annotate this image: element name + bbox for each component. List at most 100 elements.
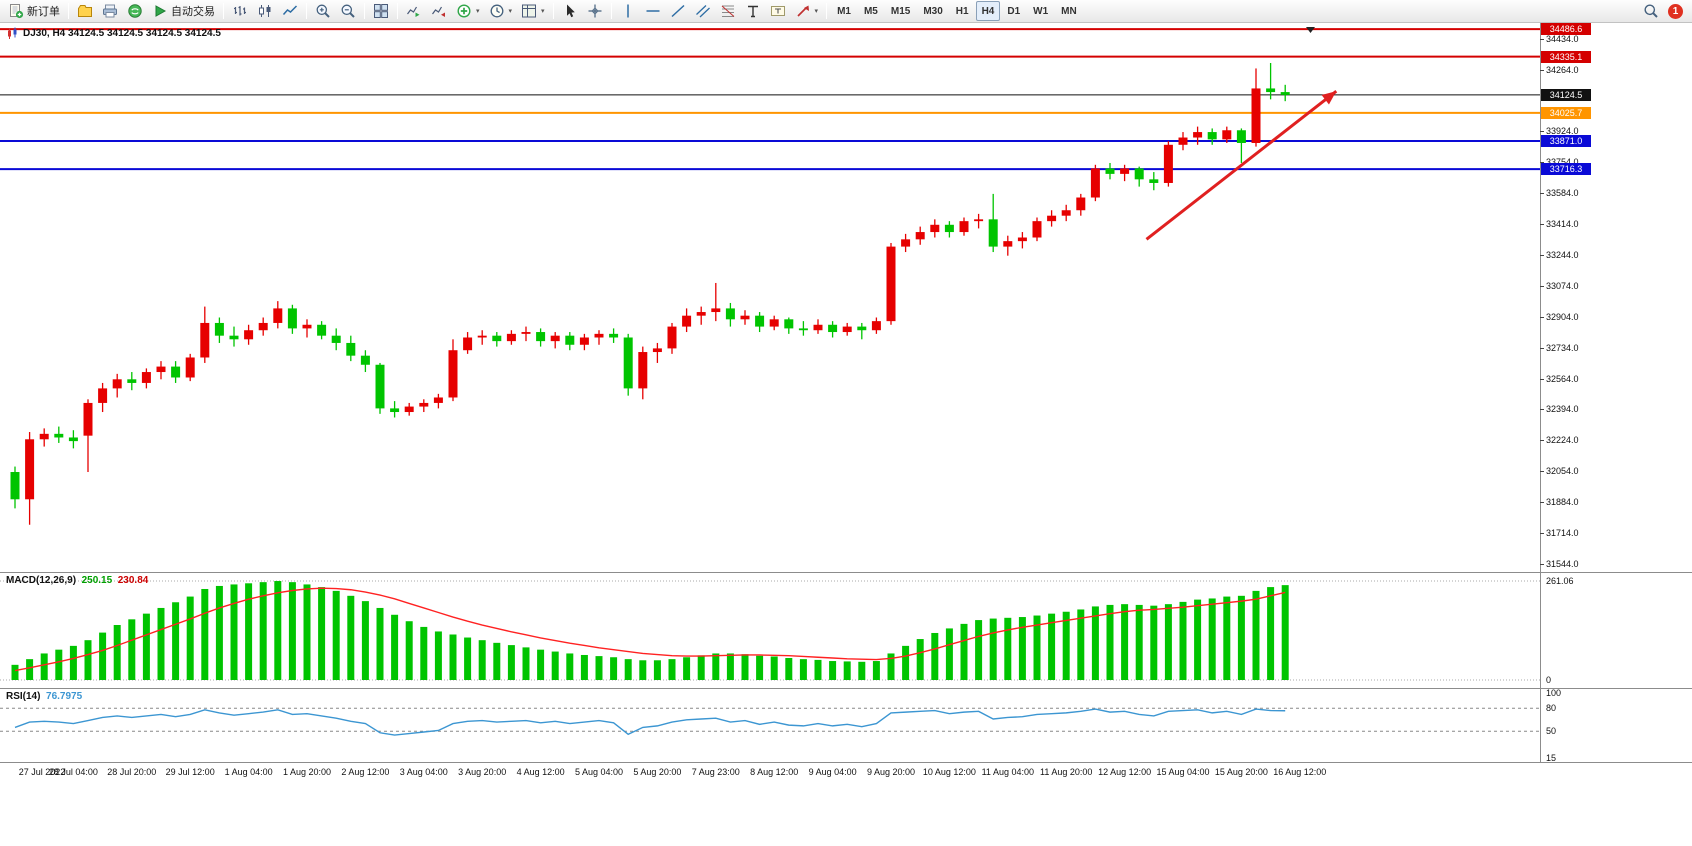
- trendline-button[interactable]: [666, 1, 690, 21]
- macd-bar: [464, 637, 472, 680]
- crosshair-button[interactable]: [583, 1, 607, 21]
- macd-bar: [259, 582, 267, 680]
- axis-tick-mark: [1540, 69, 1544, 71]
- zoom-in-icon: [316, 4, 330, 18]
- macd-bar: [274, 581, 282, 680]
- macd-indicator-canvas[interactable]: [0, 573, 1692, 688]
- zoom-out-button[interactable]: [336, 1, 360, 21]
- candle: [1178, 132, 1188, 151]
- tile-windows-button[interactable]: [369, 1, 393, 21]
- line-chart-button[interactable]: [278, 1, 302, 21]
- time-axis-label: 15 Aug 04:00: [1156, 767, 1210, 777]
- zoom-in-button[interactable]: [311, 1, 335, 21]
- candle: [550, 332, 560, 349]
- periods-button[interactable]: ▾: [485, 1, 517, 21]
- axis-tick-mark: [1540, 440, 1544, 442]
- candle: [725, 302, 735, 327]
- candle: [828, 321, 838, 338]
- candle: [1032, 217, 1042, 242]
- time-axis[interactable]: 27 Jul 2022 28 Jul 04:00 28 Jul 20:00 29 Ju…: [0, 762, 1692, 782]
- timeframe-button-W1[interactable]: W1: [1033, 5, 1049, 17]
- candle: [1280, 84, 1290, 102]
- chart-shift-button[interactable]: [427, 1, 451, 21]
- trend-arrow[interactable]: [1145, 89, 1338, 241]
- templates-button[interactable]: ▾: [517, 1, 549, 21]
- price-axis-tick: 34434.0: [1546, 33, 1579, 44]
- dropdown-caret-icon: ▾: [814, 8, 819, 15]
- vertical-line-button[interactable]: [616, 1, 640, 21]
- search-button[interactable]: [1639, 1, 1663, 21]
- horizontal-line-button[interactable]: [641, 1, 665, 21]
- timeframe-button-M15[interactable]: M15: [890, 5, 911, 17]
- rsi-indicator-canvas[interactable]: [0, 689, 1692, 762]
- price-axis-tick: 32564.0: [1546, 373, 1579, 384]
- main-toolbar: 新订单 自动交易 ▾ ▾ ▾ ▾ M1 M5 M15 M30 H1 H4 D1 W1 MN 1: [0, 0, 1692, 23]
- macd-bar: [902, 645, 910, 680]
- candle: [594, 330, 604, 345]
- candle: [360, 350, 370, 373]
- auto-scroll-button[interactable]: [402, 1, 426, 21]
- timeframe-button-M5[interactable]: M5: [863, 5, 878, 17]
- macd-signal-line: [14, 587, 1286, 672]
- candlestick-button[interactable]: [253, 1, 277, 21]
- macd-bar: [799, 659, 807, 680]
- macd-bar: [449, 634, 457, 680]
- candle: [1090, 164, 1100, 202]
- pane-separator[interactable]: [0, 688, 1692, 689]
- candle: [127, 372, 137, 391]
- macd-bar: [1135, 604, 1143, 680]
- timeframe-button-MN[interactable]: MN: [1061, 5, 1077, 17]
- pane-separator[interactable]: [0, 572, 1692, 573]
- candle: [68, 430, 78, 449]
- candle: [244, 324, 254, 345]
- community-button[interactable]: [123, 1, 147, 21]
- macd-axis-min: 0: [1546, 675, 1552, 685]
- macd-bar: [1106, 604, 1114, 680]
- equidistant-channel-button[interactable]: [691, 1, 715, 21]
- candle: [1134, 166, 1144, 187]
- macd-bar: [522, 647, 530, 680]
- macd-bar: [434, 631, 442, 680]
- axis-tick-mark: [1540, 254, 1544, 256]
- bar-chart-button[interactable]: [228, 1, 252, 21]
- text-button[interactable]: [741, 1, 765, 21]
- price-axis-tick: 32224.0: [1546, 435, 1579, 446]
- candle: [1193, 126, 1203, 145]
- candle: [536, 328, 546, 347]
- indicators-button[interactable]: ▾: [452, 1, 484, 21]
- macd-bar: [128, 619, 136, 680]
- timeframe-button-H1[interactable]: H1: [955, 5, 969, 17]
- chart-shift-marker-icon[interactable]: [1306, 27, 1315, 33]
- candlestick-icon: [259, 5, 271, 17]
- time-axis-label: 1 Aug 20:00: [282, 767, 332, 777]
- print-button[interactable]: [98, 1, 122, 21]
- timeframe-button-M1[interactable]: M1: [837, 5, 851, 17]
- macd-bar: [113, 625, 121, 680]
- profiles-button[interactable]: [73, 1, 97, 21]
- macd-bar: [157, 607, 165, 680]
- trend-arrow-line[interactable]: [1145, 89, 1338, 241]
- timeframe-button-H4[interactable]: H4: [975, 1, 1001, 21]
- new-order-button[interactable]: 新订单: [4, 1, 64, 21]
- label-button[interactable]: [766, 1, 790, 21]
- profiles-icon: [78, 5, 92, 17]
- candle: [10, 466, 20, 509]
- print-icon: [103, 4, 117, 18]
- macd-bar: [989, 618, 997, 680]
- chart-area[interactable]: DJ30, H4 34124.5 34124.5 34124.5 34124.5…: [0, 23, 1692, 846]
- candle: [419, 399, 429, 413]
- timeframe-button-M30[interactable]: M30: [923, 5, 943, 17]
- cursor-button[interactable]: [558, 1, 582, 21]
- fibonacci-button[interactable]: [716, 1, 740, 21]
- auto-trading-button[interactable]: 自动交易: [148, 1, 219, 21]
- price-chart-canvas[interactable]: [0, 23, 1692, 572]
- timeframe-button-D1[interactable]: D1: [1007, 5, 1021, 17]
- label-icon: [770, 6, 785, 16]
- macd-bar: [1077, 609, 1085, 680]
- macd-bar: [712, 653, 720, 680]
- arrows-button[interactable]: ▾: [791, 1, 823, 21]
- macd-main-value: 250.15: [81, 575, 113, 586]
- candle: [390, 401, 400, 418]
- candle: [755, 312, 765, 333]
- notification-badge[interactable]: 1: [1668, 3, 1683, 19]
